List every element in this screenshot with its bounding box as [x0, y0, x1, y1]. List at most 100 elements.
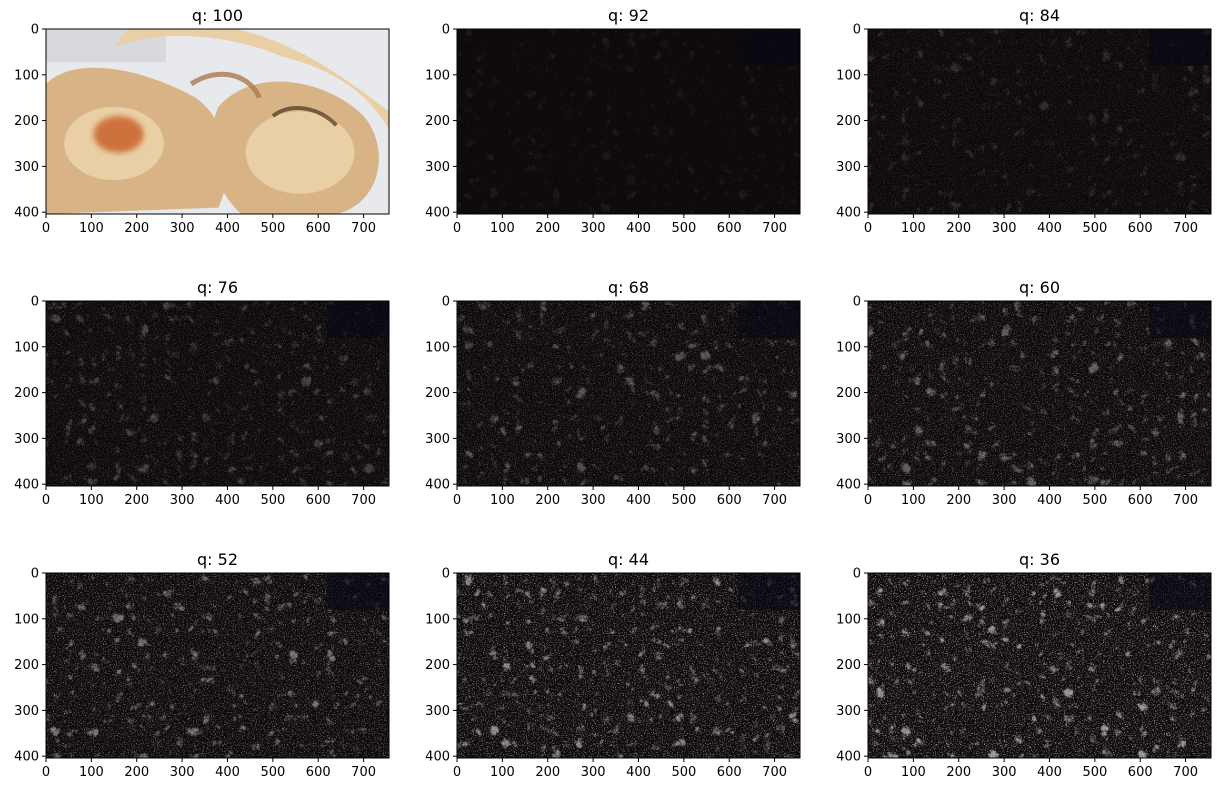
x-tick-label: 100 [901, 493, 926, 508]
x-tick-label: 600 [1128, 221, 1153, 236]
dark-crease [189, 71, 262, 99]
x-tick-label: 700 [351, 765, 376, 780]
y-tick-label: 200 [14, 114, 39, 129]
x-tick-label: 500 [671, 765, 696, 780]
axes-frame [456, 28, 801, 215]
subplot-panel: q: 68 0 100 200 300 400 500 600 700 0 100 200 300 400 [425, 278, 801, 508]
y-tick-label: 0 [853, 567, 861, 582]
ela-dark-corner [1149, 573, 1211, 610]
x-tick-label: 700 [1173, 221, 1198, 236]
ela-dark-corner [327, 301, 389, 338]
y-tick-label: 0 [853, 295, 861, 310]
x-tick-label: 300 [170, 221, 195, 236]
x-tick-label: 400 [215, 221, 240, 236]
x-tick-label: 400 [1037, 765, 1062, 780]
subplot-title: q: 68 [608, 278, 649, 297]
ela-dark-corner [738, 29, 800, 66]
y-tick-label: 300 [14, 432, 39, 447]
y-tick-label: 400 [836, 478, 861, 493]
x-tick-label: 600 [717, 765, 742, 780]
x-tick-label: 200 [124, 221, 149, 236]
axes-frame [867, 300, 1212, 487]
ela-dark-corner [738, 573, 800, 610]
y-tick-label: 200 [836, 658, 861, 673]
y-tick-label: 200 [425, 658, 450, 673]
subplot-panel: q: 92 0 100 200 300 400 500 600 700 0 100 200 300 400 [425, 6, 801, 236]
axes-frame [456, 300, 801, 487]
x-tick-label: 700 [1173, 493, 1198, 508]
subplot-panel: q: 52 0 100 200 300 400 500 600 700 0 100 200 300 400 [14, 550, 390, 780]
x-tick-label: 200 [124, 765, 149, 780]
x-tick-label: 400 [1037, 221, 1062, 236]
y-tick-label: 200 [836, 114, 861, 129]
x-tick-label: 700 [762, 493, 787, 508]
y-tick-label: 100 [14, 68, 39, 83]
image-area [46, 573, 389, 758]
x-tick-label: 0 [42, 765, 50, 780]
subplot-title: q: 76 [197, 278, 238, 297]
x-tick-label: 500 [260, 493, 285, 508]
x-tick-label: 400 [626, 765, 651, 780]
x-tick-label: 300 [581, 493, 606, 508]
x-tick-label: 0 [864, 493, 872, 508]
x-tick-label: 600 [306, 493, 331, 508]
x-tick-label: 200 [946, 493, 971, 508]
y-tick-label: 100 [425, 612, 450, 627]
x-tick-label: 100 [79, 493, 104, 508]
x-tick-label: 400 [1037, 493, 1062, 508]
y-tick-label: 100 [836, 68, 861, 83]
subplot-panel: q: 76 0 100 200 300 400 500 600 700 0 100 200 300 400 [14, 278, 390, 508]
y-tick-label: 400 [425, 206, 450, 221]
x-tick-label: 0 [42, 221, 50, 236]
x-tick-label: 100 [901, 765, 926, 780]
x-tick-label: 0 [453, 493, 461, 508]
y-tick-label: 200 [425, 386, 450, 401]
y-tick-label: 300 [836, 704, 861, 719]
x-tick-label: 600 [717, 221, 742, 236]
y-tick-label: 200 [14, 386, 39, 401]
y-tick-label: 300 [425, 160, 450, 175]
y-tick-label: 100 [425, 340, 450, 355]
y-tick-label: 300 [14, 704, 39, 719]
x-tick-label: 500 [260, 765, 285, 780]
ela-dark-corner [1149, 301, 1211, 338]
x-tick-label: 200 [535, 765, 560, 780]
subplot-title: q: 84 [1019, 6, 1060, 25]
x-tick-label: 300 [581, 765, 606, 780]
image-area [457, 573, 800, 758]
x-tick-label: 700 [762, 221, 787, 236]
subplot-title: q: 36 [1019, 550, 1060, 569]
x-tick-label: 300 [992, 493, 1017, 508]
y-tick-label: 400 [425, 750, 450, 765]
y-tick-label: 200 [14, 658, 39, 673]
x-tick-label: 600 [306, 221, 331, 236]
chicken-highlight-right [245, 111, 355, 194]
y-tick-label: 400 [836, 750, 861, 765]
subplot-panel: q: 36 0 100 200 300 400 500 600 700 0 100 200 300 400 [836, 550, 1212, 780]
x-tick-label: 300 [581, 221, 606, 236]
x-tick-label: 400 [215, 493, 240, 508]
image-area [46, 29, 389, 214]
x-tick-label: 0 [453, 221, 461, 236]
x-tick-label: 300 [992, 221, 1017, 236]
subplot-panel: q: 84 0 100 200 300 400 500 600 700 0 100 200 300 400 [836, 6, 1212, 236]
y-tick-label: 0 [442, 567, 450, 582]
x-tick-label: 200 [946, 221, 971, 236]
subplot-panel: q: 60 0 100 200 300 400 500 600 700 0 100 200 300 400 [836, 278, 1212, 508]
axes-frame [456, 572, 801, 759]
y-tick-label: 100 [836, 340, 861, 355]
x-tick-label: 200 [535, 493, 560, 508]
axes-frame [867, 572, 1212, 759]
x-tick-label: 100 [490, 221, 515, 236]
x-tick-label: 600 [1128, 493, 1153, 508]
x-tick-label: 400 [626, 221, 651, 236]
x-tick-label: 0 [42, 493, 50, 508]
y-tick-label: 200 [425, 114, 450, 129]
x-tick-label: 700 [351, 493, 376, 508]
y-tick-label: 0 [31, 23, 39, 38]
y-tick-label: 200 [836, 386, 861, 401]
axes-frame [45, 572, 390, 759]
x-tick-label: 300 [992, 765, 1017, 780]
y-tick-label: 0 [31, 567, 39, 582]
y-tick-label: 300 [836, 432, 861, 447]
